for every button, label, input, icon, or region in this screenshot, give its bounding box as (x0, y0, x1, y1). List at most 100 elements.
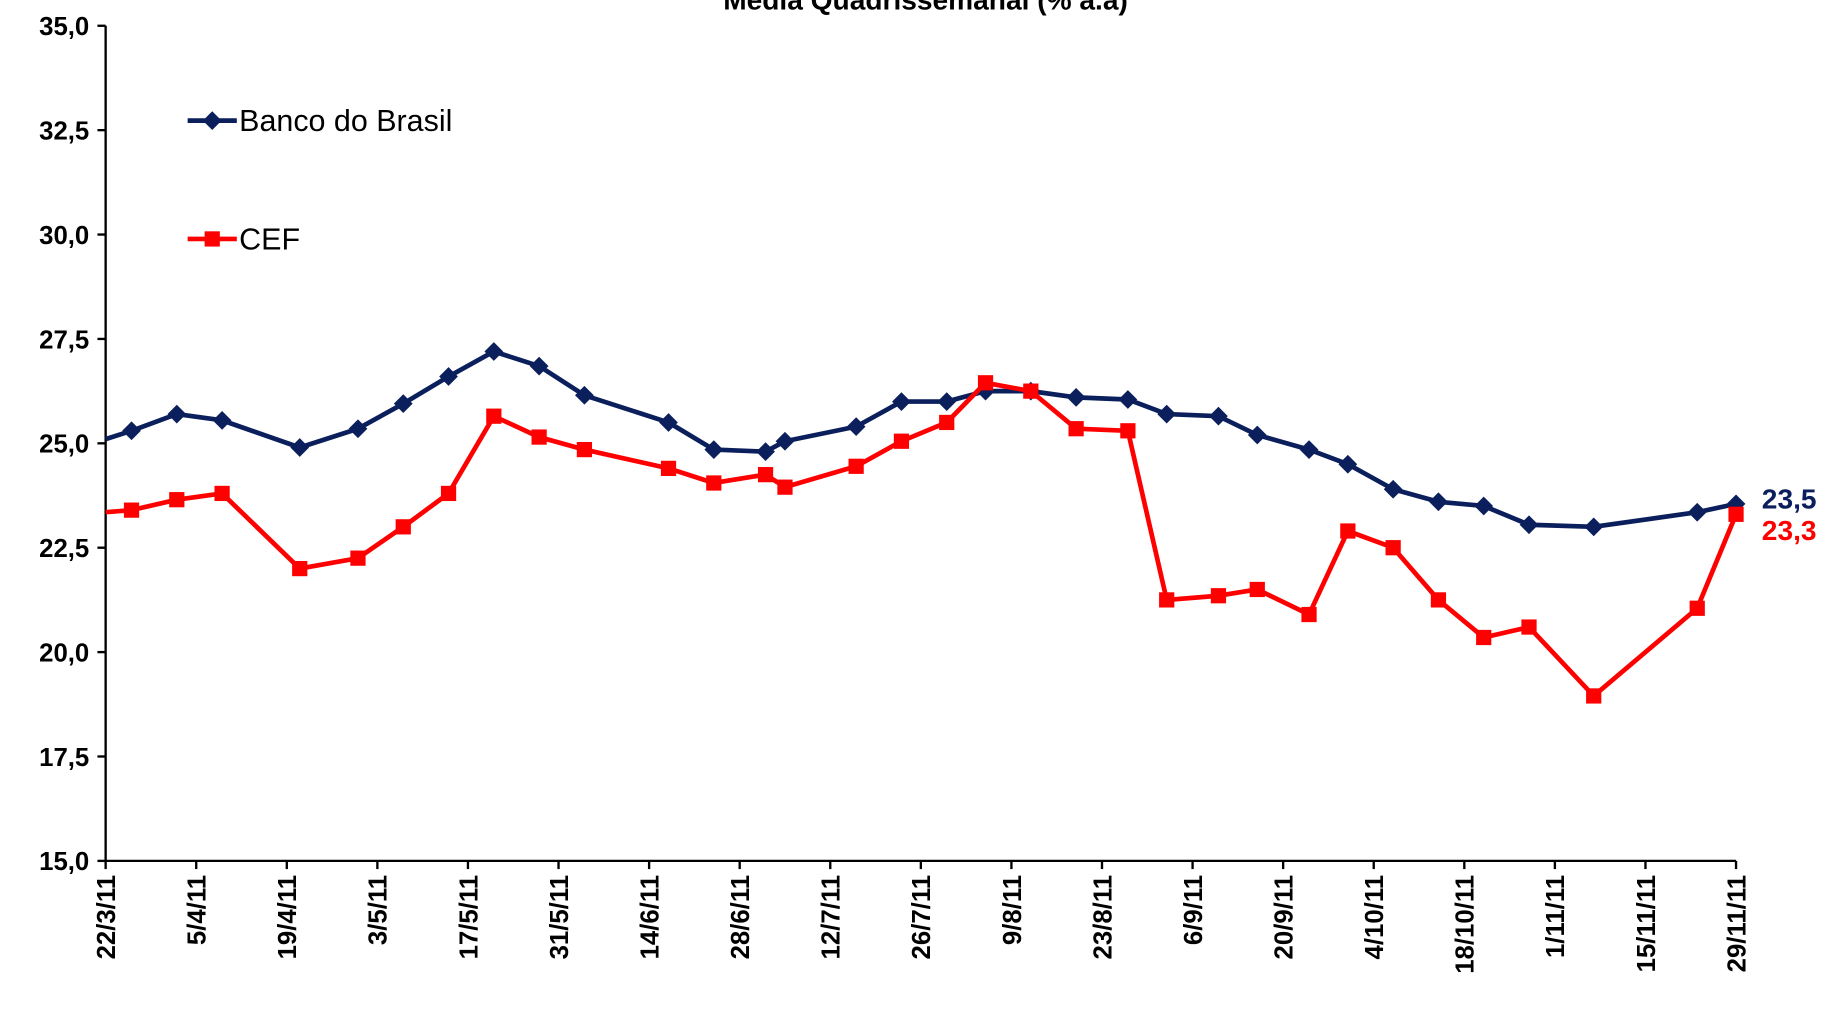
data-point (348, 419, 368, 439)
x-tick-label: 17/5/11 (455, 875, 483, 960)
x-tick-label: 6/9/11 (1180, 875, 1208, 945)
data-point (1689, 600, 1705, 616)
data-point (1586, 688, 1602, 704)
data-point (1068, 421, 1084, 437)
data-point (167, 404, 187, 424)
x-tick-label: 20/9/11 (1271, 875, 1299, 960)
data-point (1519, 515, 1539, 535)
y-tick-label: 32,5 (39, 118, 89, 146)
data-point (659, 413, 678, 432)
data-point (846, 417, 866, 436)
data-point (1159, 592, 1175, 608)
data-point (1338, 454, 1358, 474)
x-tick-label: 28/6/11 (727, 875, 755, 960)
x-tick-label: 5/4/11 (184, 875, 212, 945)
data-point (395, 519, 411, 535)
data-point (1301, 606, 1317, 623)
data-point (1210, 588, 1227, 604)
data-point (1385, 540, 1401, 556)
data-point (486, 408, 502, 424)
data-point (439, 367, 458, 386)
data-point (484, 342, 504, 361)
chart-title: Média Quadrissemanal (% a.a) (723, 0, 1128, 15)
x-tick-label: 29/11/11 (1723, 875, 1751, 972)
data-point (1430, 592, 1447, 608)
data-point (937, 392, 957, 411)
data-point (350, 550, 366, 566)
data-point (756, 442, 775, 462)
x-tick-label: 23/8/11 (1089, 875, 1117, 959)
data-point (529, 356, 549, 376)
data-point (531, 429, 547, 445)
data-point (704, 440, 724, 459)
x-tick-label: 14/6/11 (636, 875, 664, 960)
series-line (105, 380, 1739, 699)
data-point (1584, 517, 1604, 537)
data-point (292, 560, 308, 577)
data-point (576, 441, 593, 458)
data-point (757, 467, 774, 483)
y-tick-label: 27,5 (39, 326, 89, 354)
value-label: 23,5 (1762, 484, 1817, 515)
data-point (123, 502, 140, 518)
x-tick-label: 22/3/11 (93, 875, 121, 959)
x-tick-label: 9/8/11 (999, 875, 1027, 945)
data-point (169, 492, 185, 508)
x-tick-label: 15/11/11 (1633, 875, 1661, 972)
data-point (660, 460, 677, 476)
y-tick-label: 20,0 (39, 639, 89, 667)
data-point (777, 479, 793, 495)
y-tick-label: 35,0 (39, 13, 89, 41)
data-point (122, 421, 141, 441)
x-tick-label: 18/10/11 (1452, 875, 1480, 974)
x-tick-label: 19/4/11 (274, 875, 302, 960)
x-tick-label: 1/11/11 (1542, 875, 1570, 958)
data-point (893, 433, 910, 449)
data-point (892, 392, 911, 411)
data-point (1066, 388, 1086, 407)
data-point (1299, 440, 1319, 459)
x-tick-label: 3/5/11 (365, 875, 393, 945)
y-tick-label: 15,0 (39, 848, 89, 876)
data-point (775, 431, 795, 451)
data-point (848, 458, 864, 474)
data-point (706, 475, 722, 491)
data-point (1118, 390, 1138, 409)
data-point (1120, 423, 1136, 439)
data-point (1340, 523, 1356, 539)
data-point (575, 385, 594, 405)
data-point (1474, 496, 1494, 516)
legend-label: CEF (239, 222, 300, 256)
x-tick-label: 31/5/11 (546, 875, 574, 960)
data-point (1249, 581, 1265, 598)
value-label: 23,3 (1762, 515, 1817, 546)
data-point (1429, 492, 1448, 512)
data-point (1728, 506, 1744, 522)
data-point (290, 438, 310, 457)
x-tick-label: 4/10/11 (1361, 875, 1389, 960)
legend-marker (204, 231, 220, 247)
data-point (1209, 406, 1228, 426)
data-point (977, 375, 994, 391)
legend-marker (202, 111, 222, 131)
data-point (1157, 404, 1177, 424)
x-tick-label: 26/7/11 (908, 875, 936, 959)
data-point (1023, 383, 1039, 399)
data-point (214, 485, 230, 502)
data-point (1247, 425, 1267, 445)
legend-label: Banco do Brasil (239, 104, 452, 138)
data-point (1687, 502, 1707, 522)
y-tick-label: 25,0 (39, 431, 89, 459)
y-tick-label: 22,5 (39, 535, 89, 563)
data-point (1521, 619, 1537, 635)
data-point (440, 485, 457, 502)
y-tick-label: 30,0 (39, 222, 89, 250)
x-tick-label: 12/7/11 (818, 875, 846, 960)
data-point (212, 410, 232, 430)
y-tick-label: 17,5 (39, 744, 89, 772)
data-point (393, 394, 413, 414)
series-line (104, 349, 1737, 530)
data-point (1383, 479, 1403, 499)
